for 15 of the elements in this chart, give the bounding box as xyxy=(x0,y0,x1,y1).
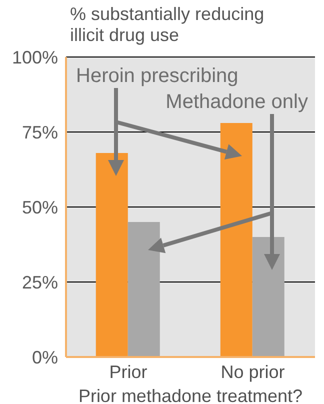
bar xyxy=(220,123,252,357)
y-tick-label: 75% xyxy=(22,122,58,142)
y-tick-label: 100% xyxy=(12,47,58,68)
bar xyxy=(252,237,284,357)
y-tick-label: 25% xyxy=(22,272,58,292)
bar xyxy=(96,153,128,357)
chart-title: % substantially reducing illicit drug use xyxy=(70,4,266,46)
x-axis-title: Prior methadone treatment? xyxy=(78,386,303,404)
x-tick-label: Prior xyxy=(109,362,148,382)
text: Methadone only xyxy=(166,91,308,113)
series-label: Heroin prescribing xyxy=(76,65,238,87)
y-tick-label: 50% xyxy=(22,197,58,218)
bar xyxy=(128,222,160,357)
x-tick-label: No prior xyxy=(220,362,285,382)
y-tick-label: 0% xyxy=(32,347,58,368)
